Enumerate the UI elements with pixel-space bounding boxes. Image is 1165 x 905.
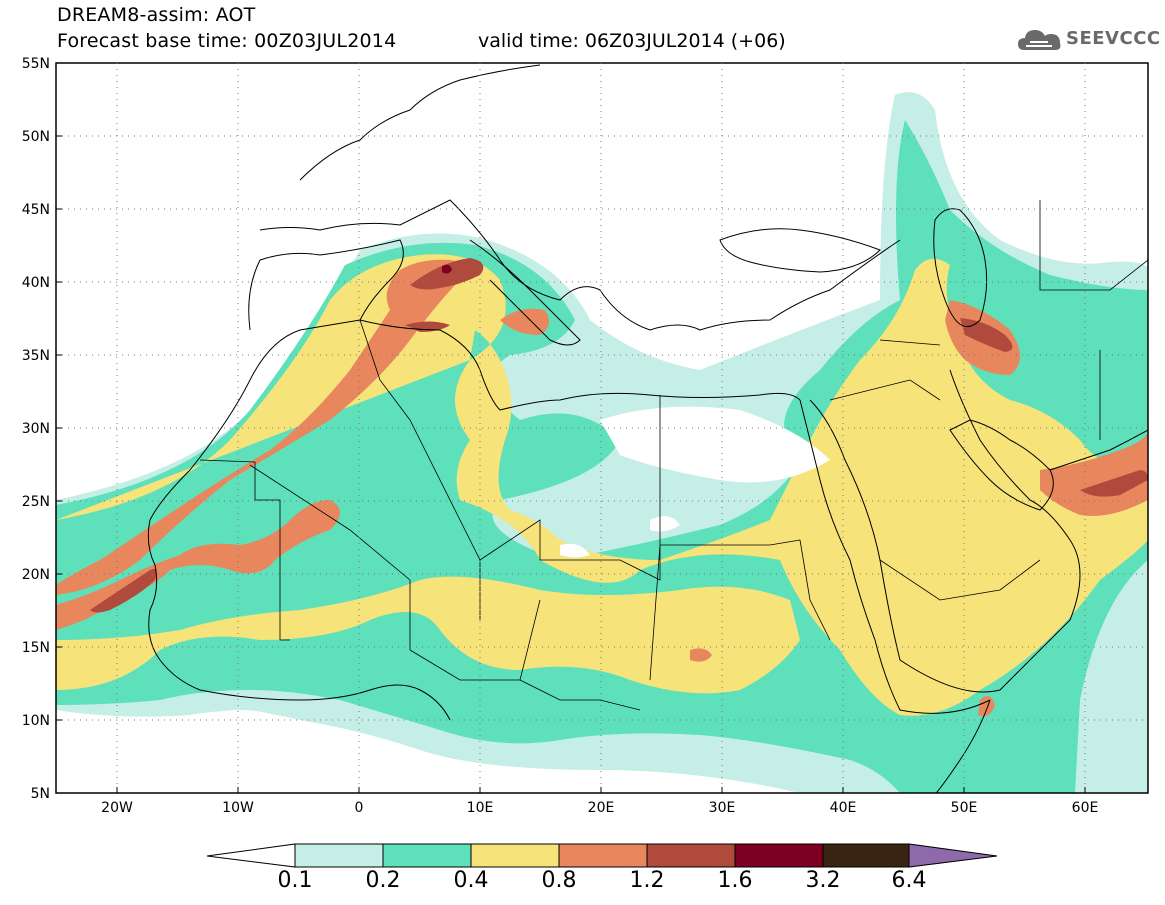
colorbar-swatch xyxy=(470,843,560,868)
coast-africa-west xyxy=(147,519,451,721)
aot-low-region xyxy=(190,406,830,793)
lat-label: 10N xyxy=(22,713,50,729)
lon-label: 60E xyxy=(1072,800,1099,816)
legend-level: 6.4 xyxy=(891,868,927,893)
map-title: DREAM8-assim: AOT xyxy=(57,4,256,26)
lat-label: 5N xyxy=(31,786,50,802)
forecast-base-time: Forecast base time: 00Z03JUL2014 xyxy=(57,30,397,52)
seevccc-logo: SEEVCCC xyxy=(1016,26,1160,54)
coast-iran xyxy=(1049,429,1148,471)
logo-text: SEEVCCC xyxy=(1066,28,1161,49)
colorbar-swatch xyxy=(822,843,910,868)
border-lines xyxy=(199,200,1148,711)
lat-label: 15N xyxy=(22,640,50,656)
lon-label: 10W xyxy=(222,800,254,816)
lat-label: 30N xyxy=(22,421,50,437)
legend-level: 3.2 xyxy=(805,868,841,893)
aot-band-04 xyxy=(56,254,1148,716)
colorbar-arrow-low xyxy=(206,843,296,868)
legend-level: 1.6 xyxy=(717,868,753,893)
coast-arabia xyxy=(809,369,1081,693)
legend-level: 1.2 xyxy=(629,868,665,893)
coast-iberia xyxy=(248,239,404,331)
lat-label: 55N xyxy=(22,56,50,72)
lon-label: 20E xyxy=(588,800,615,816)
coast-red-sea xyxy=(799,399,991,714)
lon-labels: 20W 10W 0 10E 20E 30E 40E 50E 60E xyxy=(101,800,1098,816)
coast-europe xyxy=(259,64,901,331)
colorbar-swatch xyxy=(646,843,736,868)
coastlines xyxy=(147,64,1148,793)
lat-label: 40N xyxy=(22,275,50,291)
colorbar-swatch xyxy=(558,843,648,868)
lon-label: 0 xyxy=(355,800,364,816)
aot-fields xyxy=(56,92,1148,793)
lon-label: 10E xyxy=(467,800,494,816)
lat-label: 35N xyxy=(22,348,50,364)
colorbar-swatch xyxy=(294,843,384,868)
color-bar xyxy=(206,843,998,868)
lon-label: 40E xyxy=(830,800,857,816)
coast-black-sea xyxy=(719,228,881,273)
lat-label: 45N xyxy=(22,202,50,218)
colorbar-swatch xyxy=(382,843,472,868)
lat-label: 20N xyxy=(22,567,50,583)
lat-label: 25N xyxy=(22,494,50,510)
valid-time: valid time: 06Z03JUL2014 (+06) xyxy=(478,30,786,52)
country-borders xyxy=(199,200,1148,711)
coast-persian-gulf xyxy=(949,419,1054,511)
lon-label: 30E xyxy=(709,800,736,816)
coast-africa-north xyxy=(149,319,801,521)
legend-level: 0.1 xyxy=(277,868,313,893)
aot-band-16 xyxy=(442,264,452,274)
axis-ticks xyxy=(56,62,1086,794)
cloud-icon xyxy=(1018,30,1061,50)
lon-label: 20W xyxy=(101,800,133,816)
coast-italy xyxy=(469,239,581,346)
lat-labels: 55N 50N 45N 40N 35N 30N 25N 20N 15N 10N … xyxy=(22,56,50,802)
coast-horn xyxy=(935,699,991,793)
legend-level: 0.8 xyxy=(541,868,577,893)
colorbar-arrow-high xyxy=(908,843,998,868)
graticule xyxy=(56,63,1148,793)
legend-level: 0.4 xyxy=(453,868,489,893)
lat-label: 50N xyxy=(22,129,50,145)
coast-caspian xyxy=(933,208,988,328)
legend-level: 0.2 xyxy=(365,868,401,893)
lon-label: 50E xyxy=(951,800,978,816)
colorbar-swatch xyxy=(734,843,824,868)
